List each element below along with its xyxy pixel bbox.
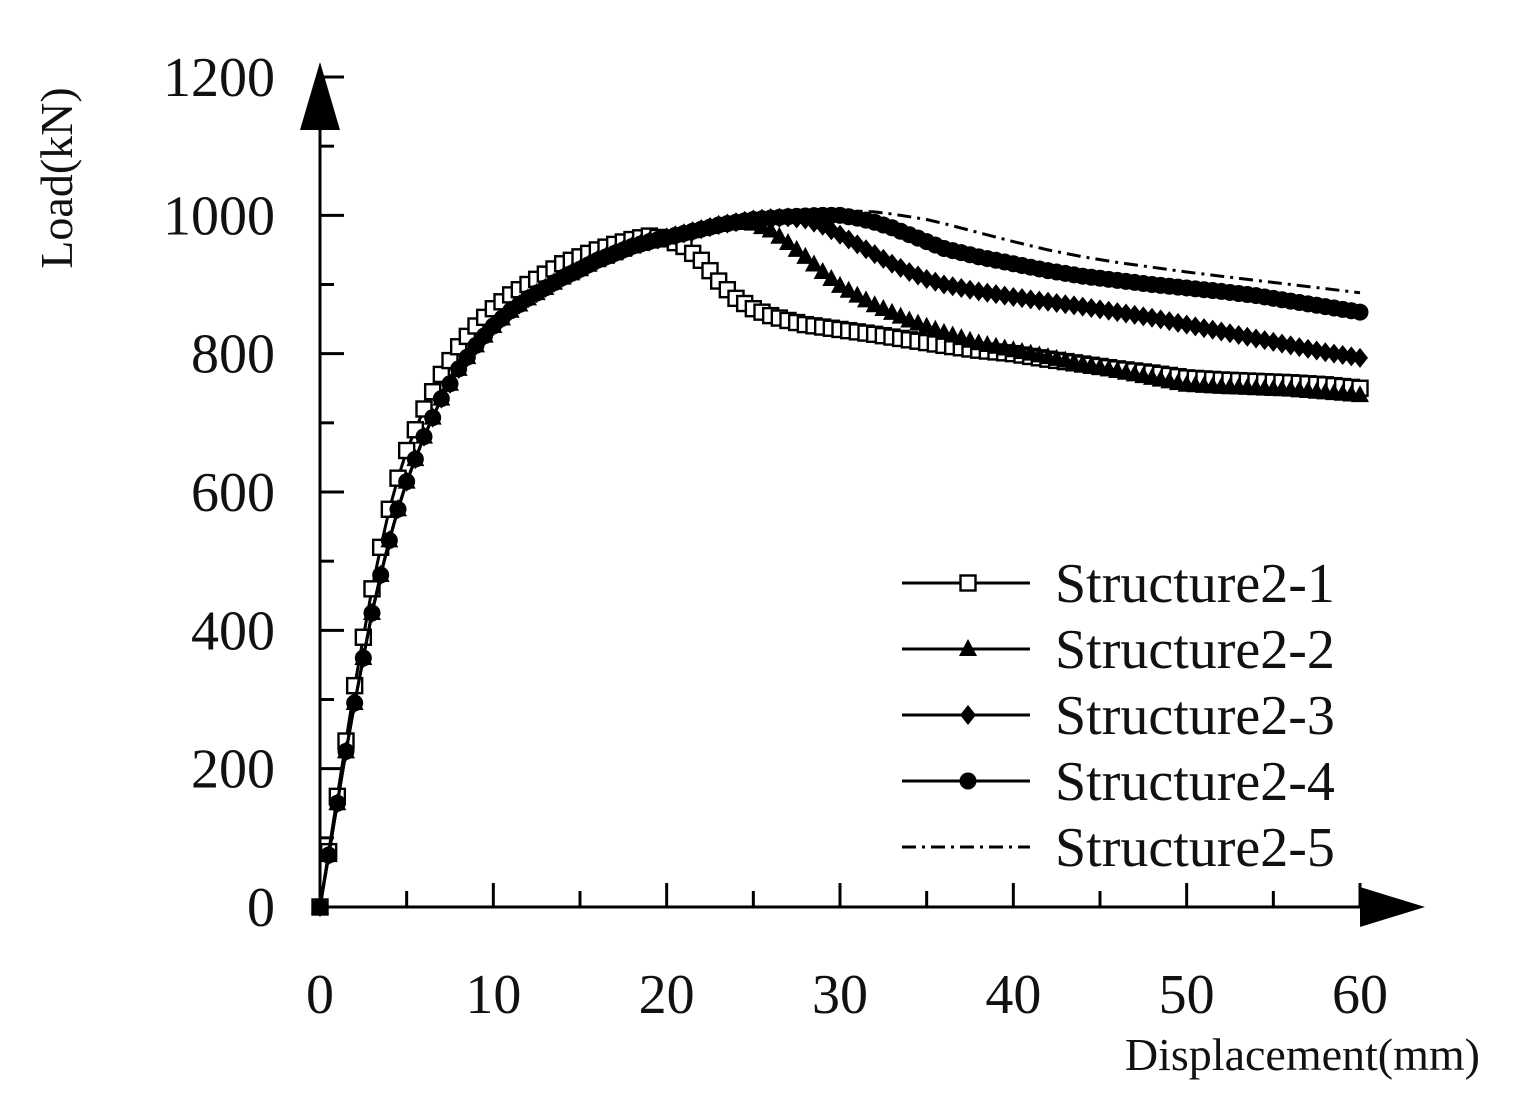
marker-square xyxy=(959,574,977,592)
y-tick-label: 600 xyxy=(191,462,275,524)
x-tick-label: 20 xyxy=(639,964,695,1026)
y-tick-label: 1200 xyxy=(163,47,275,109)
legend-label: Structure2-5 xyxy=(1055,817,1335,879)
y-tick-label: 400 xyxy=(191,600,275,662)
marker-circle xyxy=(441,375,459,393)
legend-item: Structure2-5 xyxy=(902,817,1335,879)
series-4 xyxy=(311,206,1369,916)
marker-circle xyxy=(328,794,346,812)
legend-item: Structure2-4 xyxy=(902,751,1335,813)
marker-triangle xyxy=(770,226,789,244)
marker-diamond xyxy=(960,705,976,725)
legend-label: Structure2-1 xyxy=(1055,553,1335,615)
y-tick-label: 800 xyxy=(191,324,275,386)
y-tick-label: 200 xyxy=(191,739,275,801)
marker-circle xyxy=(398,473,416,491)
legend-item: Structure2-2 xyxy=(902,619,1335,681)
legend-label: Structure2-2 xyxy=(1055,619,1335,681)
marker-circle xyxy=(959,772,977,790)
marker-triangle xyxy=(1351,385,1369,403)
y-tick-label: 1000 xyxy=(163,185,275,247)
marker-circle xyxy=(389,500,407,518)
series-layer xyxy=(311,206,1369,917)
legend-label: Structure2-3 xyxy=(1055,685,1335,747)
x-tick-label: 0 xyxy=(306,964,334,1026)
marker-triangle xyxy=(787,239,806,257)
x-tick-label: 50 xyxy=(1159,964,1215,1026)
marker-triangle xyxy=(805,254,823,272)
y-axis-arrow xyxy=(300,62,340,130)
y-tick-label: 0 xyxy=(247,877,275,939)
x-tick-label: 60 xyxy=(1332,964,1388,1026)
legend-item: Structure2-1 xyxy=(902,553,1335,615)
marker-circle xyxy=(415,428,433,446)
legend: Structure2-1Structure2-2Structure2-3Stru… xyxy=(902,553,1335,879)
marker-triangle xyxy=(796,246,815,264)
x-tick-label: 40 xyxy=(985,964,1041,1026)
marker-triangle xyxy=(959,639,977,656)
marker-circle xyxy=(1351,303,1369,321)
legend-item: Structure2-3 xyxy=(902,685,1335,747)
marker-circle xyxy=(406,450,424,468)
x-axis-arrow xyxy=(1360,887,1425,927)
marker-triangle xyxy=(779,233,797,250)
marker-triangle xyxy=(761,220,780,238)
legend-label: Structure2-4 xyxy=(1055,751,1335,813)
marker-triangle xyxy=(813,262,832,280)
marker-circle xyxy=(380,531,398,549)
marker-diamond xyxy=(866,244,883,265)
marker-circle xyxy=(372,566,390,584)
marker-diamond xyxy=(1352,347,1368,368)
marker-triangle xyxy=(822,268,841,286)
x-axis-title: Displacement(mm) xyxy=(1125,1029,1480,1080)
marker-circle xyxy=(320,846,338,864)
y-axis-title: Load(kN) xyxy=(31,87,82,268)
x-tick-label: 30 xyxy=(812,964,868,1026)
x-tick-label: 10 xyxy=(465,964,521,1026)
